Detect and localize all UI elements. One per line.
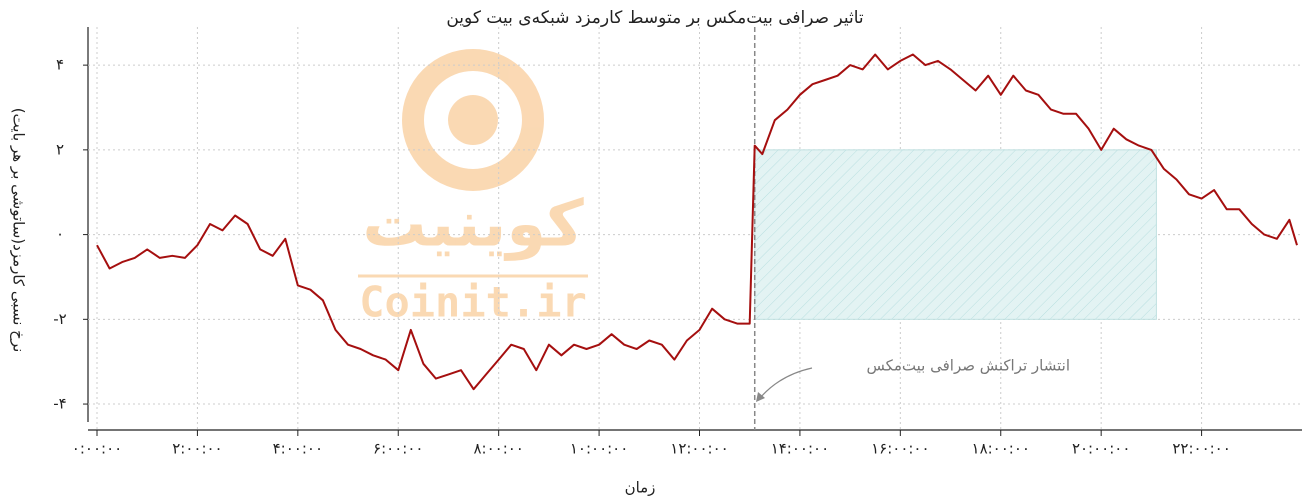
y-tick-label: ۲ (56, 140, 64, 158)
y-axis-label: نرخ نسبی کارمزد(ساتوشی بر هر بایت) (10, 108, 28, 353)
annotation-arrow (759, 367, 813, 399)
y-tick-label: ۴ (56, 56, 64, 74)
x-axis-label: زمان (625, 479, 656, 497)
y-tick-label: ۰ (56, 225, 64, 243)
x-tick-label: ۱۸:۰۰:۰۰ (972, 440, 1030, 458)
x-tick-label: ۲۰:۰۰:۰۰ (1072, 440, 1130, 458)
x-tick-label: ۲۲:۰۰:۰۰ (1172, 440, 1230, 458)
watermark-logo (448, 95, 498, 145)
annotation-arrowhead (756, 392, 765, 402)
x-tick-label: ۶:۰۰:۰۰ (373, 440, 423, 458)
x-tick-label: ۱۴:۰۰:۰۰ (771, 440, 829, 458)
x-tick-label: ۱۶:۰۰:۰۰ (871, 440, 929, 458)
x-tick-label: ۰:۰۰:۰۰ (72, 440, 122, 458)
x-tick-label: ۴:۰۰:۰۰ (273, 440, 323, 458)
watermark-text: Coinit.ir (359, 278, 587, 327)
chart-title: تاثیر صرافی بیت‌مکس بر متوسط کارمزد شبکه… (446, 8, 864, 28)
annotation-text: انتشار تراکنش صرافی بیت‌مکس (866, 357, 1070, 375)
y-tick-label: -۴ (53, 395, 66, 413)
watermark: کوینیت Coinit.ir (358, 49, 588, 327)
x-tick-label: ۲:۰۰:۰۰ (172, 440, 222, 458)
watermark-logo (402, 49, 544, 191)
watermark-text: کوینیت (362, 188, 584, 262)
x-tick-label: ۱۲:۰۰:۰۰ (670, 440, 728, 458)
x-tick-label: ۱۰:۰۰:۰۰ (570, 440, 628, 458)
x-tick-label: ۸:۰۰:۰۰ (473, 440, 523, 458)
data-line (96, 53, 1298, 391)
highlight-hatch (754, 149, 1157, 320)
y-tick-label: -۲ (53, 310, 66, 328)
